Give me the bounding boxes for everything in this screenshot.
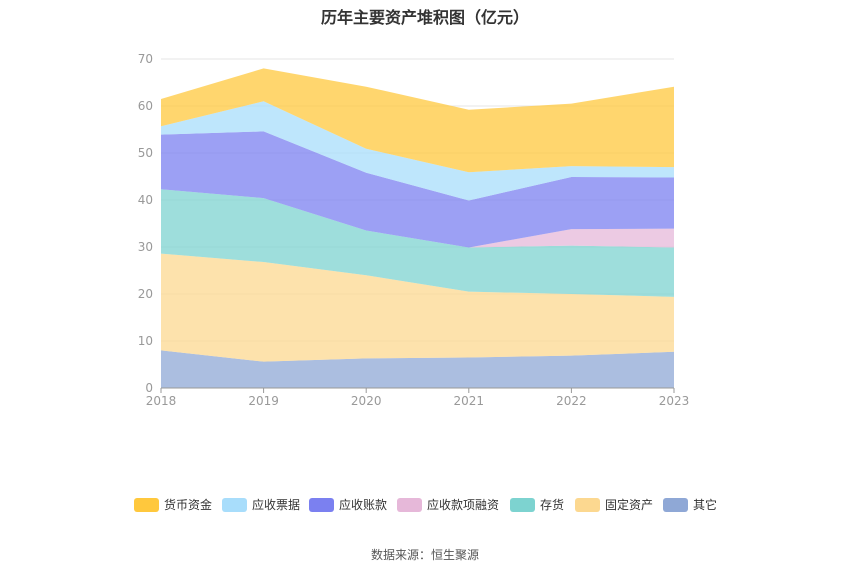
legend-label: 货币资金: [164, 498, 213, 512]
x-tick-label: 2022: [556, 394, 587, 408]
x-tick-label: 2019: [248, 394, 279, 408]
area-存货: [161, 189, 674, 297]
area-应收账款: [161, 131, 674, 248]
chart-title: 历年主要资产堆积图（亿元）: [320, 8, 529, 27]
legend-swatch: [663, 497, 688, 512]
y-tick-label: 70: [138, 52, 153, 66]
legend-swatch: [575, 497, 600, 512]
legend-label: 存货: [540, 498, 565, 512]
data-source: 数据来源：恒生聚源: [370, 548, 479, 562]
area-应收款项融资: [161, 189, 674, 248]
legend: 货币资金 应收票据 应收账款 应收款项融资 存货 固定资产 其它: [0, 496, 850, 516]
y-tick-label: 20: [138, 287, 153, 301]
legend-swatch: [510, 497, 535, 512]
x-tick-label: 2023: [659, 394, 690, 408]
legend-item[interactable]: 应收账款: [309, 496, 387, 513]
legend-item[interactable]: 货币资金: [134, 496, 212, 513]
legend-item[interactable]: 固定资产: [575, 496, 653, 513]
x-tick-label: 2018: [146, 394, 177, 408]
legend-label: 应收款项融资: [427, 498, 500, 512]
stacked-area-chart: 0 10 20 30 40 50 60 70 2018 2019 2020 2021 2022 2023: [138, 52, 690, 408]
legend-swatch: [134, 497, 159, 512]
legend-item[interactable]: 应收款项融资: [397, 496, 499, 513]
area-货币资金: [161, 68, 674, 173]
legend-item[interactable]: 存货: [510, 496, 564, 513]
legend-item[interactable]: 其它: [663, 496, 717, 513]
y-tick-label: 0: [145, 381, 153, 395]
area-其它: [161, 350, 674, 388]
legend-label: 应收票据: [252, 498, 301, 512]
legend-label: 固定资产: [605, 498, 654, 512]
legend-swatch: [222, 497, 247, 512]
legend-label: 应收账款: [339, 498, 388, 512]
y-tick-label: 60: [138, 99, 153, 113]
area-series: [161, 68, 674, 388]
axes: 0 10 20 30 40 50 60 70 2018 2019 2020 2021 2022 2023: [138, 52, 690, 408]
legend-label: 其它: [693, 498, 718, 512]
y-tick-label: 40: [138, 193, 153, 207]
legend-swatch: [309, 497, 334, 512]
y-tick-label: 10: [138, 334, 153, 348]
area-应收票据: [161, 101, 674, 201]
y-tick-label: 50: [138, 146, 153, 160]
area-固定资产: [161, 253, 674, 362]
legend-item[interactable]: 应收票据: [222, 496, 300, 513]
y-tick-label: 30: [138, 240, 153, 254]
x-tick-label: 2020: [351, 394, 382, 408]
x-tick-label: 2021: [454, 394, 485, 408]
legend-swatch: [397, 497, 422, 512]
